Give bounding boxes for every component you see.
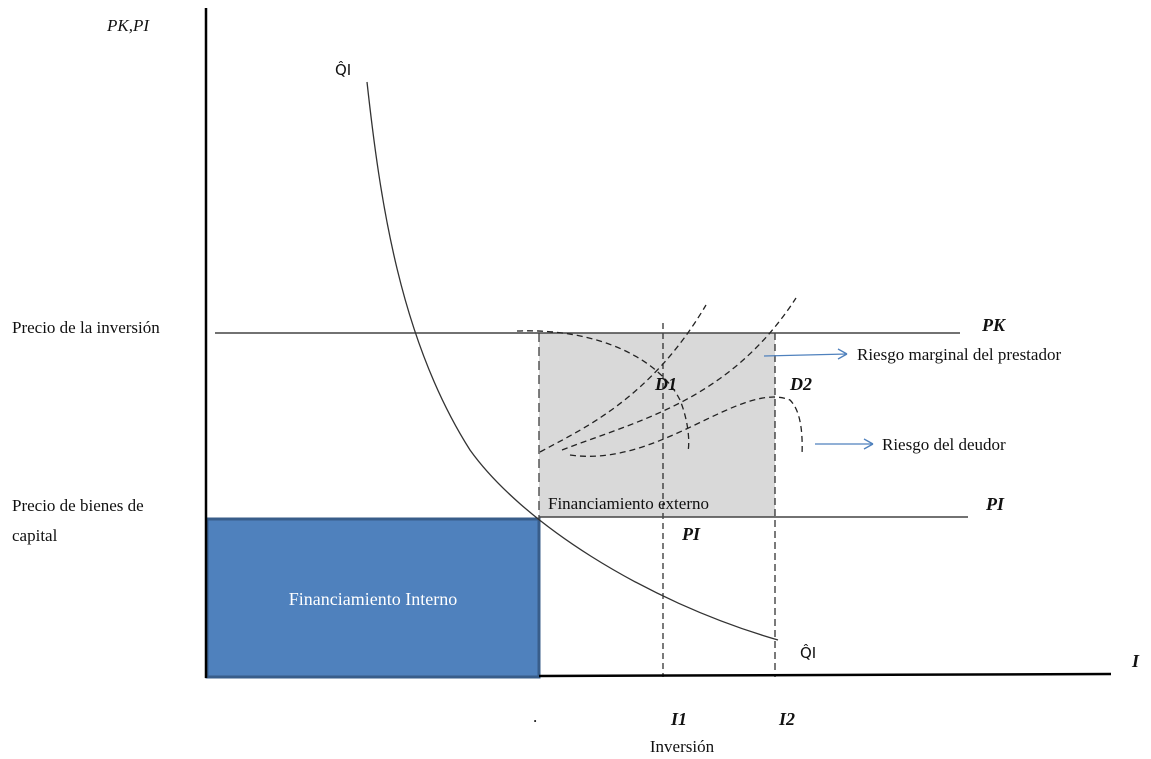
borrower-risk-curve-d1: [516, 330, 690, 453]
borrower-risk-curve-d2: [569, 396, 803, 457]
pk-label: PK: [981, 315, 1007, 335]
i2-label: I2: [778, 709, 795, 729]
borrower-risk-arrow-head: [863, 438, 874, 450]
lender-risk-label: Riesgo marginal del prestador: [857, 345, 1061, 364]
i1-label: I1: [670, 709, 687, 729]
lender-risk-arrow-head: [837, 348, 848, 360]
internal-financing-region: [205, 517, 541, 679]
d2-label: D2: [789, 374, 812, 394]
price-capital-label-line2: capital: [12, 526, 58, 545]
price-investment-label: Precio de la inversión: [12, 318, 160, 337]
y-axis-label: PK,PI: [106, 16, 150, 35]
qi-top-label: Q̂I: [335, 60, 351, 79]
external-financing-region: [539, 333, 775, 517]
internal-financing-label: Financiamiento Interno: [289, 589, 457, 609]
lender-risk-arrow-shaft: [763, 353, 848, 357]
d1-label: D1: [654, 374, 677, 394]
x-axis: [538, 672, 1112, 678]
price-capital-label-line1: Precio de bienes de: [12, 496, 144, 515]
qi-curve: [366, 81, 779, 641]
dot-mark: .: [533, 707, 537, 726]
x-axis-label: I: [1131, 651, 1140, 671]
lender-risk-curve-2: [561, 297, 797, 451]
pi-right-label: PI: [985, 494, 1005, 514]
pi-below-label: PI: [681, 524, 701, 544]
borrower-risk-label: Riesgo del deudor: [882, 435, 1006, 454]
qi-bottom-label: Q̂I: [800, 643, 816, 662]
x-axis-caption: Inversión: [650, 737, 715, 756]
external-financing-label: Financiamiento externo: [548, 494, 709, 513]
